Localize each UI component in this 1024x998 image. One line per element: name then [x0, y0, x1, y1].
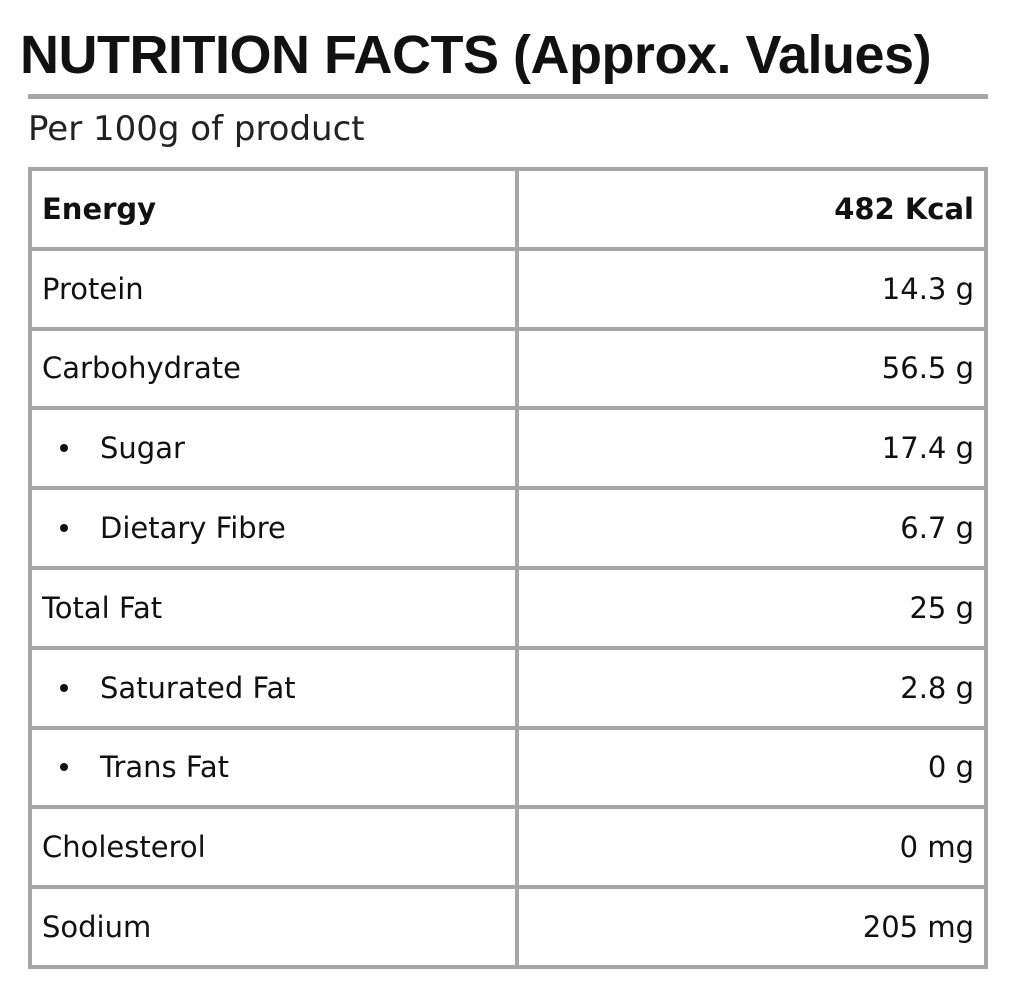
- nutrient-value: 56.5 g: [519, 330, 984, 407]
- table-row-cholesterol: Cholesterol 0 mg: [32, 809, 984, 886]
- nutrient-name: Sodium: [32, 889, 515, 965]
- table-row-sugar: Sugar 17.4 g: [32, 410, 984, 487]
- nutrient-name: Dietary Fibre: [100, 511, 286, 546]
- nutrient-value: 205 mg: [519, 889, 984, 965]
- table-row-carbohydrate: Carbohydrate 56.5 g: [32, 330, 984, 407]
- nutrient-name: Sugar: [100, 431, 185, 466]
- nutrient-value: 6.7 g: [519, 490, 984, 566]
- nutrient-value: 14.3 g: [519, 250, 984, 327]
- nutrient-value: 2.8 g: [519, 649, 984, 726]
- bullet-icon: [60, 683, 68, 692]
- bullet-icon: [60, 444, 68, 453]
- nutrient-name-cell: Saturated Fat: [32, 649, 515, 726]
- nutrient-name-cell: Trans Fat: [32, 729, 515, 806]
- nutrient-name-cell: Sugar: [32, 410, 515, 487]
- nutrition-table-container: Energy 482 Kcal Protein 14.3 g Carbohydr…: [28, 167, 988, 969]
- nutrient-value: 17.4 g: [519, 410, 984, 487]
- nutrient-value: 0 g: [519, 729, 984, 806]
- nutrient-name-cell: Dietary Fibre: [32, 490, 515, 566]
- nutrient-name: Protein: [32, 250, 515, 327]
- nutrition-table: Energy 482 Kcal Protein 14.3 g Carbohydr…: [28, 167, 988, 969]
- table-row-saturated-fat: Saturated Fat 2.8 g: [32, 649, 984, 726]
- table-row-protein: Protein 14.3 g: [32, 250, 984, 327]
- table-row-trans-fat: Trans Fat 0 g: [32, 729, 984, 806]
- nutrient-value: 25 g: [519, 569, 984, 646]
- table-row-sodium: Sodium 205 mg: [32, 889, 984, 965]
- bullet-icon: [60, 524, 68, 533]
- nutrient-name: Trans Fat: [100, 750, 230, 785]
- nutrient-name: Total Fat: [32, 569, 515, 646]
- bullet-icon: [60, 763, 68, 772]
- title-divider: [28, 94, 988, 99]
- nutrient-name: Energy: [32, 171, 515, 247]
- table-row-total-fat: Total Fat 25 g: [32, 569, 984, 646]
- nutrient-name: Cholesterol: [32, 809, 515, 886]
- nutrient-value: 482 Kcal: [519, 171, 984, 247]
- nutrient-value: 0 mg: [519, 809, 984, 886]
- serving-size-note: Per 100g of product: [28, 109, 365, 149]
- table-row-energy: Energy 482 Kcal: [32, 171, 984, 247]
- nutrient-name: Carbohydrate: [32, 330, 515, 407]
- nutrient-name: Saturated Fat: [100, 670, 296, 705]
- page-title: NUTRITION FACTS (Approx. Values): [20, 25, 932, 85]
- table-row-dietary-fibre: Dietary Fibre 6.7 g: [32, 490, 984, 566]
